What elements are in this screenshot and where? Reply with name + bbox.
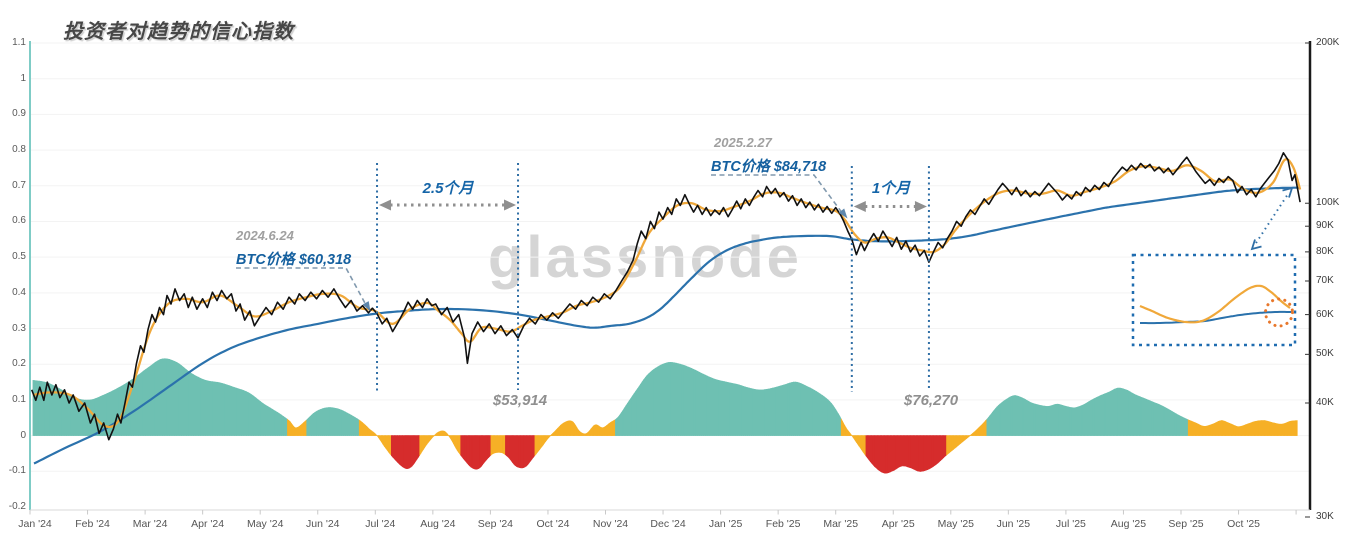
right-axis-tick: 40K [1316,397,1334,408]
right-axis-tick: 70K [1316,274,1334,286]
left-axis-tick: 0.2 [12,358,26,370]
x-axis-tick: Jun '25 [996,518,1031,530]
x-axis-tick: Jun '24 [305,518,340,530]
x-axis-tick: May '24 [246,518,284,530]
x-axis-tick: Mar '24 [132,518,168,530]
annotation-event2-date: 2025.2.27 [714,135,772,150]
x-axis-tick: Mar '25 [823,518,859,530]
annotation-low-53914: $53,914 [492,392,548,409]
left-axis-tick: 0.3 [12,322,26,334]
right-axis-tick: 90K [1316,220,1334,232]
x-axis-tick: May '25 [937,518,975,530]
annotation-span-2-5-months: 2.5个月 [422,180,474,197]
x-axis-tick: Oct '24 [536,518,570,530]
x-axis-tick: Dec '24 [650,518,686,530]
left-axis-tick: 0.4 [12,286,26,298]
annotation-event1-price: BTC价格 $60,318 [236,252,352,268]
right-axis-tick: 30K [1316,511,1334,522]
annotation-event2-price: BTC价格 $84,718 [711,159,827,175]
annotation-event1-date: 2024.6.24 [236,228,294,243]
x-axis-tick: Aug '25 [1110,518,1147,530]
left-axis-tick: -0.1 [8,465,26,477]
x-axis-tick: Feb '25 [765,518,801,530]
x-axis-tick: Jul '25 [1055,518,1086,530]
x-axis-tick: Aug '24 [420,518,456,530]
x-axis-tick: Sep '24 [477,518,514,530]
x-axis-tick: Jan '25 [708,518,743,530]
x-axis-tick: Feb '24 [75,518,110,530]
right-axis-tick: 100K [1316,197,1340,209]
annotation-low-76270: $76,270 [903,392,959,409]
left-axis-tick: 0.1 [12,393,26,405]
x-axis-tick: Nov '24 [592,518,629,530]
x-axis-tick: Jul '24 [365,518,396,530]
right-axis-tick: 50K [1316,348,1334,360]
annotation-span-1-month: 1个月 [871,180,911,197]
right-axis-tick: 200K [1316,37,1340,48]
left-axis-tick: 1.1 [12,37,26,48]
left-axis-tick: 0.5 [12,251,26,263]
x-axis-tick: Sep '25 [1168,518,1204,530]
right-axis-tick: 60K [1316,308,1334,320]
x-axis-tick: Apr '24 [191,518,225,530]
x-axis-tick: Oct '25 [1227,518,1261,530]
x-axis-tick: Jan '24 [18,518,52,530]
left-axis-tick: 0 [20,429,26,441]
left-axis-tick: 0.7 [12,179,26,191]
left-axis-tick: 0.8 [12,144,26,156]
page-title: 投资者对趋势的信心指数 [63,21,294,43]
x-axis-tick: Apr '25 [881,518,915,530]
right-axis-tick: 80K [1316,245,1334,257]
left-axis-tick: 0.9 [12,108,26,120]
left-axis-tick: 1 [20,72,26,84]
left-axis-tick: -0.2 [8,500,26,512]
left-axis-tick: 0.6 [12,215,26,227]
